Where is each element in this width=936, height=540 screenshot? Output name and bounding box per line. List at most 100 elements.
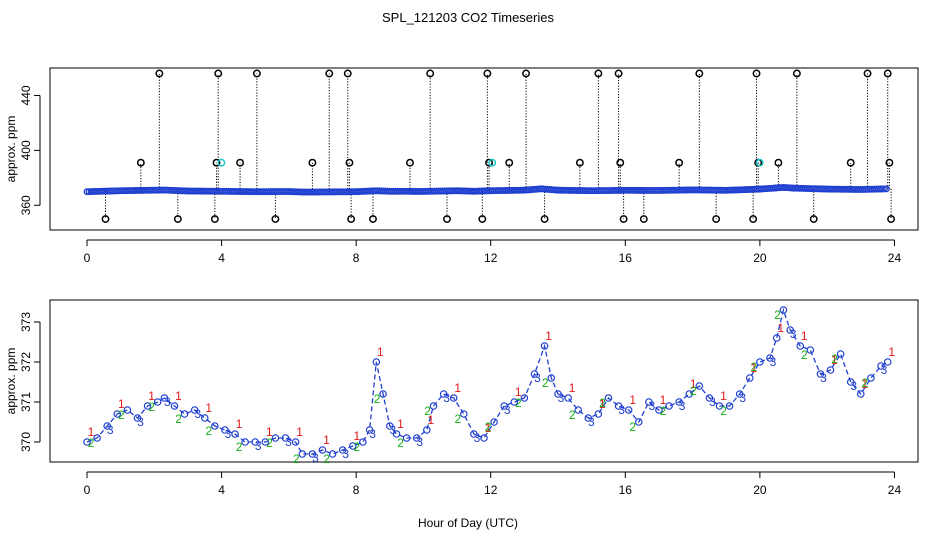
top-spike-marker	[809, 215, 818, 223]
top-spike-marker	[619, 215, 628, 223]
bottom-data-point	[500, 402, 508, 410]
bottom-series-label: 3	[770, 355, 777, 369]
bottom-series-label: 2	[774, 308, 781, 322]
bottom-x-tick-label: 0	[84, 483, 91, 497]
top-spike-marker	[752, 69, 761, 78]
bottom-y-tick-label: 373	[19, 312, 33, 332]
x-axis-label: Hour of Day (UTC)	[418, 516, 518, 530]
top-y-axis-label: approx. ppm	[4, 116, 18, 183]
bottom-series-label: 1	[353, 429, 360, 443]
bottom-series-label: 2	[690, 384, 697, 398]
bottom-series-label: 2	[354, 440, 361, 454]
bottom-series-label: 2	[374, 392, 381, 406]
bottom-data-point	[261, 438, 270, 446]
bottom-data-point	[190, 406, 199, 414]
bottom-data-point	[449, 394, 458, 402]
bottom-data-point	[695, 382, 704, 390]
bottom-series-label: 3	[474, 431, 481, 445]
bottom-series-label: 3	[739, 391, 746, 405]
bottom-data-point	[328, 450, 337, 458]
bottom-data-point	[867, 374, 875, 382]
top-spike-marker	[846, 158, 855, 167]
bottom-x-tick-label: 20	[753, 483, 767, 497]
bottom-data-point	[251, 438, 260, 446]
bottom-data-point	[160, 394, 169, 402]
bottom-data-point	[379, 390, 387, 398]
bottom-y-tick-label: 371	[19, 392, 33, 412]
bottom-data-point	[113, 410, 122, 418]
top-spike-marker	[136, 158, 145, 167]
bottom-series-label: 3	[618, 403, 625, 417]
top-spike-marker	[883, 69, 892, 78]
bottom-series-label: 2	[629, 420, 636, 434]
bottom-data-point	[685, 390, 694, 398]
top-spike-marker	[675, 158, 684, 167]
top-spike-marker	[749, 215, 758, 223]
bottom-data-point	[460, 410, 468, 418]
top-spike-marker	[210, 215, 219, 223]
bottom-series-label: 3	[342, 447, 349, 461]
bottom-series-label: 1	[454, 381, 461, 395]
bottom-data-point	[745, 374, 754, 382]
bottom-series-label: 3	[558, 391, 565, 405]
bottom-data-point	[665, 402, 673, 410]
bottom-data-point	[675, 398, 683, 406]
top-y-tick-label: 440	[19, 85, 33, 105]
top-spike-marker	[774, 158, 783, 167]
bottom-data-point	[624, 406, 633, 414]
top-spike-marker	[792, 69, 801, 78]
bottom-series-label: 1	[118, 397, 125, 411]
bottom-x-tick-label: 24	[888, 483, 902, 497]
bottom-data-point	[348, 442, 357, 450]
bottom-series-label: 2	[720, 404, 727, 418]
top-spike-marker	[887, 215, 896, 223]
bottom-series-label: 2	[801, 348, 808, 362]
top-spike-marker	[271, 215, 280, 223]
bottom-data-point	[816, 370, 825, 378]
bottom-data-point	[429, 402, 438, 410]
bottom-data-point	[766, 354, 774, 362]
top-panel: 0 4 8 12 16 20 24 360 400 440 approx. ppm	[4, 67, 919, 265]
top-spike-marker	[343, 69, 352, 78]
bottom-data-point	[480, 434, 488, 442]
bottom-series-label: 3	[790, 327, 797, 341]
top-y-tick-label: 360	[19, 195, 33, 215]
bottom-series-label: 3	[255, 439, 262, 453]
top-spike-marker	[712, 215, 721, 223]
top-spike-marker	[325, 69, 334, 78]
bottom-data-point	[103, 422, 111, 430]
bottom-data-point	[180, 410, 189, 418]
top-spike-marker	[540, 215, 549, 223]
bottom-x-tick-label: 12	[484, 483, 498, 497]
top-x-tick-label: 24	[888, 251, 902, 265]
bottom-plot-frame	[49, 299, 919, 463]
bottom-series-label: 2	[148, 400, 155, 414]
bottom-data-point	[857, 390, 865, 398]
bottom-data-point	[883, 358, 892, 366]
top-axes: 0 4 8 12 16 20 24 360 400 440	[19, 85, 901, 265]
bottom-data-point	[439, 390, 448, 398]
bottom-series-label: 3	[649, 399, 656, 413]
bottom-data-point	[877, 362, 885, 370]
bottom-data-point	[634, 418, 643, 426]
bottom-data-point	[221, 426, 229, 434]
bottom-series-label: 1	[266, 425, 273, 439]
top-spike-marker	[252, 69, 261, 78]
bottom-series-label: 2	[751, 360, 758, 374]
bottom-series-label: 2	[293, 452, 300, 466]
bottom-series-label: 1	[831, 353, 838, 367]
top-x-tick-label: 8	[353, 251, 360, 265]
bottom-series-label: 1	[88, 425, 95, 439]
bottom-series-label: 3	[820, 371, 827, 385]
bottom-series-label: 2	[542, 376, 549, 390]
bottom-data-point	[385, 422, 394, 430]
bottom-data-point	[772, 334, 781, 342]
bottom-data-point	[547, 374, 556, 382]
top-spike-marker	[614, 69, 623, 78]
bottom-series-label: 2	[831, 352, 838, 366]
bottom-series-label: 1	[296, 425, 303, 439]
bottom-series-label: 3	[443, 391, 450, 405]
top-spike-marker	[616, 158, 625, 167]
